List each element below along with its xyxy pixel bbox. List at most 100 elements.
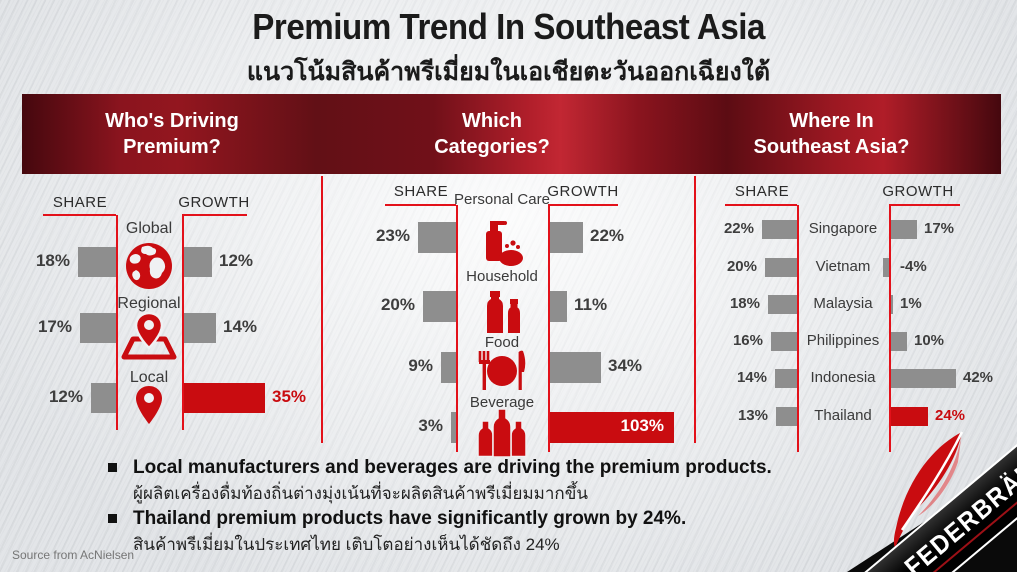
column-divider-line [694,176,696,443]
section-header-banner: Who's Driving Premium? Which Categories?… [22,94,1001,174]
banner-header-line: Premium? [123,136,221,158]
growth-value: 24% [935,407,966,424]
growth-value: 35% [272,387,307,406]
growth-axis-header: GROWTH [882,183,954,200]
share-axis-line [456,205,458,452]
food-icon [474,349,530,391]
growth-bar [184,313,216,343]
growth-bar [883,257,889,277]
banner-header-where-in-sea: Where In Southeast Asia? [662,108,1001,160]
banner-header-which-categories: Which Categories? [322,108,662,160]
row-label: Personal Care [454,191,550,208]
growth-value: 12% [219,251,254,270]
share-value: 16% [732,332,763,349]
growth-bar [891,331,907,351]
share-value: 13% [737,407,768,424]
share-axis-topline [385,204,456,206]
share-value: 18% [35,251,70,270]
bullet-text-en: Local manufacturers and beverages are dr… [133,457,772,478]
bullet-text-en: Thailand premium products have significa… [133,508,687,529]
banner-header-line: Categories? [434,136,550,158]
growth-value: 10% [914,332,945,349]
share-value: 22% [723,220,754,237]
share-axis-header: SHARE [734,183,790,200]
map-pin-icon [120,311,178,361]
share-axis-topline [725,204,797,206]
growth-value: -4% [900,258,927,275]
share-value: 18% [729,295,760,312]
banner-header-line: Where In [789,110,874,132]
bullet-text-th: สินค้าพรีเมี่ยมในประเทศไทย เติบโตอย่างเห… [133,535,560,554]
growth-bar [550,351,601,383]
row-label: Thailand [814,407,872,424]
growth-axis-topline [548,204,618,206]
growth-axis-header: GROWTH [547,183,619,200]
share-bar [762,219,797,239]
share-value: 3% [418,416,443,435]
bullet-square-icon [108,463,117,472]
share-value: 17% [37,317,72,336]
globe-icon [123,240,175,292]
row-label: Household [466,268,538,285]
share-axis-line [797,205,799,452]
column-divider-line [321,176,323,443]
page-subtitle-thai: แนวโน้มสินค้าพรีเมี่ยมในเอเชียตะวันออกเฉ… [246,58,771,86]
banner-header-line: Which [462,110,522,132]
row-label: Global [125,220,173,237]
bullet-text-th: ผู้ผลิตเครื่องดื่มท้องถิ่นต่างมุ่งเน้นที… [133,484,588,503]
share-bar [451,411,456,443]
growth-axis-topline [182,214,247,216]
growth-axis-line [889,205,891,452]
growth-bar [550,221,583,253]
growth-bar [184,247,212,277]
row-label: Food [484,334,520,351]
share-bar [768,294,797,314]
growth-value: 34% [608,356,643,375]
share-axis-line [116,215,118,430]
share-value: 14% [736,369,767,386]
bullet-square-icon [108,514,117,523]
banner-header-line: Southeast Asia? [753,136,910,158]
share-value: 23% [375,226,410,245]
growth-bar [550,411,674,443]
share-bar [441,351,456,383]
share-bar [776,406,797,426]
household-icon [477,284,527,334]
growth-bar [891,219,917,239]
banner-header-line: Who's Driving [105,110,239,132]
growth-value: 1% [900,295,922,312]
row-label: Local [129,369,169,386]
growth-value: 42% [963,369,994,386]
share-value: 9% [408,356,433,375]
bullet-item: Thailand premium products have significa… [108,506,898,532]
personal-care-icon [477,215,527,267]
row-label: Malaysia [813,295,873,312]
share-bar [765,257,797,277]
row-label: Vietnam [815,258,871,275]
growth-value: 103% [620,416,664,435]
page-title: Premium Trend In Southeast Asia [252,6,765,47]
share-bar [423,290,456,322]
share-axis-header: SHARE [393,183,449,200]
share-axis-header: SHARE [52,194,108,211]
share-bar [78,247,116,277]
growth-bar [184,383,265,413]
growth-value: 22% [590,226,625,245]
growth-axis-header: GROWTH [178,194,250,211]
summary-bullets: Local manufacturers and beverages are dr… [108,455,898,557]
row-label: Singapore [808,220,878,237]
growth-bar [891,406,928,426]
growth-value: 14% [223,317,258,336]
share-value: 20% [726,258,757,275]
growth-value: 11% [574,295,608,314]
source-note: Source from AcNielsen [12,548,135,562]
feather-icon [884,428,970,550]
growth-axis-topline [889,204,960,206]
share-value: 12% [48,387,83,406]
growth-value: 17% [924,220,955,237]
growth-bar [891,294,893,314]
row-label: Philippines [806,332,880,349]
location-pin-icon [132,385,166,425]
share-value: 20% [380,295,415,314]
